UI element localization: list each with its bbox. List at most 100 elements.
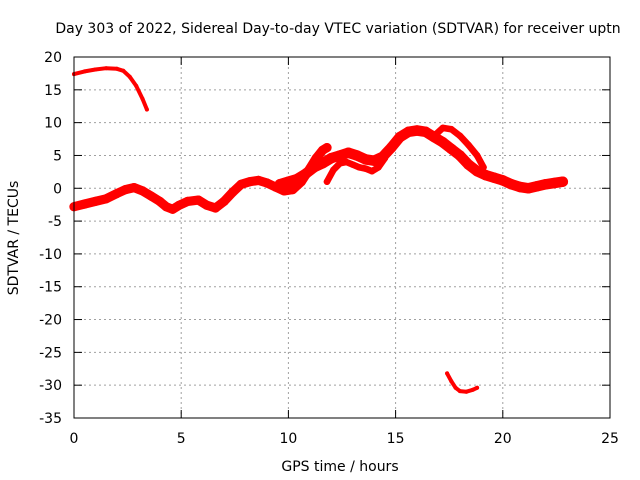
data-point (557, 176, 569, 187)
data-point (465, 141, 472, 149)
data-point (488, 172, 500, 184)
data-point (449, 379, 454, 384)
data-point (439, 124, 447, 132)
data-point (456, 132, 464, 140)
data-point (183, 196, 193, 206)
data-point (112, 188, 122, 199)
data-point (93, 67, 98, 72)
x-axis: 0 5 10 15 20 25 (70, 57, 619, 447)
y-tick-label: -15 (39, 280, 62, 296)
data-point (549, 177, 560, 189)
data-point (497, 175, 509, 186)
data-point (411, 125, 423, 136)
data-point (343, 147, 354, 159)
data-point (330, 166, 337, 174)
data-point (140, 97, 145, 101)
data-point (146, 191, 156, 201)
data-point (80, 199, 90, 209)
data-point (326, 152, 337, 164)
series-band (323, 154, 389, 185)
data-point (291, 173, 303, 185)
data-point (381, 154, 389, 162)
data-point (464, 389, 469, 394)
data-point (101, 194, 111, 204)
x-tick-label: 10 (279, 431, 297, 447)
data-point (349, 161, 356, 168)
data-point (114, 66, 119, 71)
series-track-2 (69, 143, 332, 214)
data-point (473, 152, 481, 159)
data-point (445, 371, 450, 376)
data-point (351, 150, 363, 161)
data-point (475, 385, 480, 390)
data-point (453, 385, 458, 390)
chart-title: Day 303 of 2022, Sidereal Day-to-day VTE… (55, 21, 620, 37)
y-tick-label: -5 (48, 214, 62, 230)
data-point (355, 164, 363, 171)
data-point (375, 164, 382, 171)
data-point (471, 165, 483, 177)
y-tick-label: -35 (39, 411, 62, 427)
data-point (323, 178, 331, 185)
x-tick-label: 15 (387, 431, 405, 447)
data-point (236, 179, 246, 189)
x-tick-label: 20 (494, 431, 512, 447)
data-point (386, 142, 397, 153)
data-point (368, 167, 376, 175)
data-point (334, 150, 346, 161)
data-point (457, 389, 462, 394)
data-point (219, 196, 229, 206)
data-point (322, 143, 332, 153)
data-point (155, 196, 165, 206)
data-point (336, 160, 344, 167)
data-point (210, 203, 221, 213)
data-point (317, 158, 328, 169)
data-point (228, 187, 238, 197)
y-axis-title: SDTVAR / TECUs (6, 181, 22, 296)
data-point (262, 178, 272, 188)
data-point (308, 162, 320, 173)
data-point (104, 66, 109, 71)
x-tick-label: 0 (70, 431, 79, 447)
data-point (144, 107, 149, 112)
data-point (480, 164, 487, 171)
data-point (283, 176, 294, 187)
y-tick-label: 0 (53, 181, 62, 197)
data-point (448, 125, 455, 133)
data-point (300, 168, 311, 180)
data-point (121, 68, 126, 73)
data-point (129, 183, 139, 193)
data-point (274, 179, 286, 190)
y-tick-label: 20 (44, 50, 62, 66)
y-tick-label: 10 (44, 116, 62, 132)
data-point (437, 137, 449, 148)
data-point (193, 195, 203, 205)
y-tick-label: 15 (44, 83, 62, 99)
y-tick-label: -10 (39, 247, 62, 263)
series-track-5 (430, 124, 487, 171)
data-point (480, 169, 491, 181)
data-point (470, 387, 475, 392)
data-point (138, 186, 148, 196)
data-point (463, 159, 474, 170)
y-tick-label: -20 (39, 313, 62, 329)
data-point (253, 175, 263, 185)
data-point (514, 181, 526, 193)
data-point (420, 126, 431, 138)
series-track-6 (445, 371, 480, 394)
data-point (174, 200, 184, 210)
data-point (506, 179, 517, 190)
data-point (430, 132, 438, 140)
data-point (362, 165, 369, 172)
x-tick-label: 5 (177, 431, 186, 447)
y-tick-label: -30 (39, 378, 62, 394)
data-point (446, 143, 457, 155)
data-point (90, 196, 100, 206)
data-series (69, 66, 569, 394)
data-point (368, 155, 380, 166)
data-point (120, 185, 131, 195)
data-point (134, 83, 139, 88)
data-point (531, 181, 543, 192)
data-point (343, 158, 350, 166)
